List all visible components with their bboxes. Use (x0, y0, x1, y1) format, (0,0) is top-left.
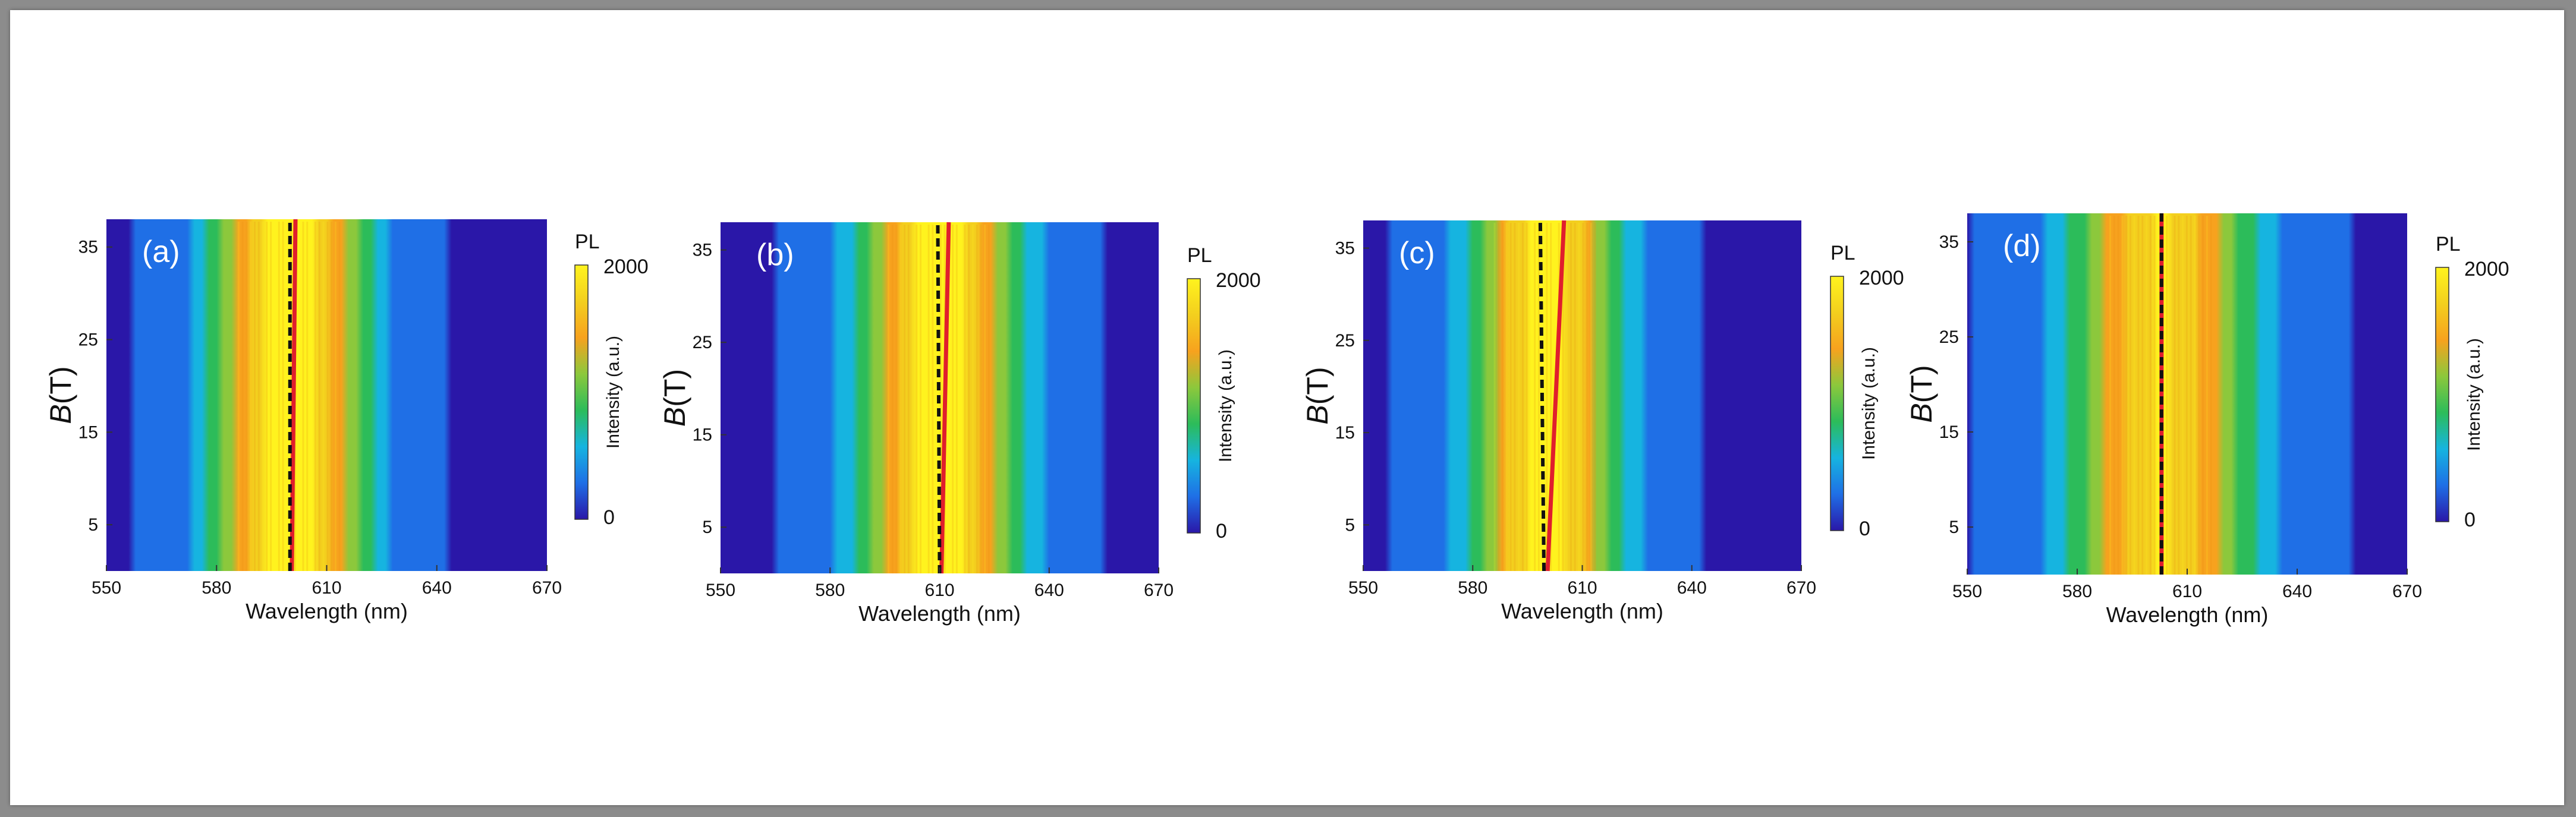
panel-label: (c) (1399, 236, 1435, 270)
y-axis-label: B(T) (658, 369, 691, 427)
x-tick-label: 640 (422, 578, 452, 598)
x-tick-label: 670 (2392, 582, 2422, 601)
x-tick-label: 580 (815, 581, 845, 600)
x-tick-label: 610 (924, 581, 954, 600)
y-axis-label: B(T) (44, 366, 77, 424)
heatmap (1363, 220, 1801, 571)
x-tick-label: 550 (1348, 578, 1378, 598)
colorbar-label: Intensity (a.u.) (1216, 349, 1235, 462)
colorbar-tick-label: 0 (603, 506, 615, 529)
colorbar-title: PL (575, 231, 600, 253)
colorbar-title: PL (2436, 233, 2461, 255)
y-tick-label: 35 (78, 238, 98, 257)
x-tick-label: 550 (706, 581, 735, 600)
y-axis-unit: (T) (44, 366, 77, 404)
guide-line-dashed (936, 222, 942, 574)
x-tick-label: 550 (92, 578, 121, 598)
y-tick-label: 5 (88, 515, 98, 535)
fit-line-red (1545, 220, 1567, 572)
y-tick-label: 25 (78, 330, 98, 350)
y-tick-label: 15 (693, 425, 712, 445)
x-axis-label: Wavelength (nm) (246, 599, 408, 623)
x-tick-label: 550 (1952, 582, 1982, 601)
x-tick-label: 640 (1677, 578, 1707, 598)
x-tick-label: 670 (1786, 578, 1816, 598)
figure-page: (a) 550 580 610 640 670 Wavelength (nm) 5 15 25 35… (10, 10, 2564, 805)
x-tick-label: 580 (1458, 578, 1487, 598)
y-tick-label: 5 (1345, 515, 1355, 535)
panel-label: (d) (2003, 229, 2041, 263)
panel-a: (a) 550 580 610 640 670 Wavelength (nm) 5 15 25 35… (44, 219, 649, 623)
colorbar (574, 264, 589, 520)
y-axis-variable: B (1301, 405, 1334, 424)
y-axis-variable: B (44, 404, 77, 424)
y-axis-variable: B (658, 407, 691, 427)
y-tick-label: 25 (1939, 327, 1959, 347)
colorbar-tick-label: 2000 (1216, 269, 1261, 292)
colorbar-tick-label: 0 (2464, 509, 2476, 531)
y-tick-label: 15 (1335, 423, 1355, 443)
y-tick-label: 5 (702, 518, 712, 537)
panel-label: (a) (142, 235, 180, 269)
colorbar (1187, 278, 1201, 534)
guide-line-dashed (1538, 220, 1546, 572)
colorbar (2435, 267, 2449, 522)
y-axis-label: B(T) (1905, 365, 1938, 422)
y-tick-label: 25 (693, 333, 712, 352)
x-tick-label: 610 (1567, 578, 1597, 598)
y-tick-label: 35 (693, 241, 712, 260)
colorbar-tick-label: 2000 (1859, 267, 1904, 289)
colorbar-tick-label: 0 (1216, 520, 1227, 542)
y-axis-unit: (T) (1905, 365, 1938, 403)
heatmap (1967, 213, 2407, 575)
panel-d: (d) 550 580 610 640 670 Wavelength (nm) 5 15 25 35… (1905, 213, 2509, 627)
y-axis-label: B(T) (1301, 367, 1334, 424)
panel-c: (c) 550 580 610 640 670 Wavelength (nm) 5 15 25 35… (1301, 220, 1904, 623)
x-axis-label: Wavelength (nm) (1501, 599, 1663, 623)
colorbar-tick-label: 2000 (603, 255, 649, 278)
y-axis-variable: B (1905, 403, 1938, 422)
x-tick-label: 580 (202, 578, 231, 598)
x-tick-label: 670 (1144, 581, 1174, 600)
colorbar-tick-label: 0 (1859, 518, 1870, 540)
y-tick-label: 15 (1939, 422, 1959, 442)
y-axis-unit: (T) (1301, 367, 1334, 405)
y-tick-label: 5 (1949, 518, 1959, 537)
y-tick-label: 35 (1939, 232, 1959, 252)
x-tick-label: 640 (2282, 582, 2312, 601)
colorbar-label: Intensity (a.u.) (2464, 338, 2484, 451)
colorbar-tick-label: 2000 (2464, 258, 2509, 280)
colorbar-title: PL (1830, 242, 1855, 264)
x-axis-label: Wavelength (nm) (2106, 603, 2269, 627)
heatmap (106, 219, 547, 571)
x-tick-label: 610 (2172, 582, 2202, 601)
y-axis-unit: (T) (658, 369, 691, 407)
panel-label: (b) (756, 238, 794, 272)
y-tick-label: 15 (78, 422, 98, 442)
x-tick-label: 640 (1034, 581, 1064, 600)
x-tick-label: 670 (532, 578, 562, 598)
x-tick-label: 580 (2062, 582, 2092, 601)
panel-b: (b) 550 580 610 640 670 Wavelength (nm) 5 15 25 35… (658, 222, 1261, 626)
fit-line-red (939, 222, 951, 574)
colorbar-label: Intensity (a.u.) (1859, 347, 1879, 460)
x-axis-label: Wavelength (nm) (858, 601, 1021, 626)
colorbar-title: PL (1187, 244, 1212, 267)
x-tick-label: 610 (312, 578, 341, 598)
fit-line-red (290, 219, 298, 572)
y-tick-label: 35 (1335, 239, 1355, 258)
colorbar-label: Intensity (a.u.) (603, 336, 623, 449)
y-tick-label: 25 (1335, 331, 1355, 351)
colorbar (1830, 276, 1844, 531)
